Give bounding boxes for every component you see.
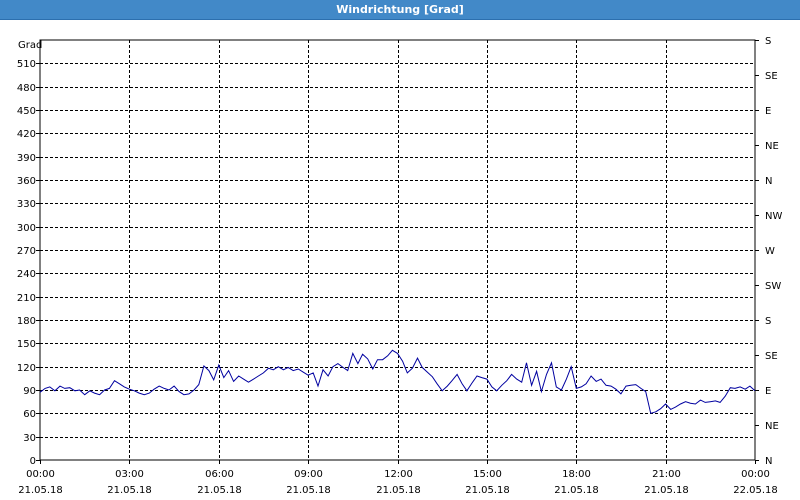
y-tick-label: 180: [17, 316, 36, 327]
x-tick-date: 21.05.18: [197, 485, 242, 496]
y-tick-label: 450: [17, 106, 36, 117]
y-tick-label: 210: [17, 293, 36, 304]
x-axis-ticks: 00:00 21.05.18 03:00 21.05.18 06:00 21.05.18 0…: [18, 460, 778, 496]
x-tick-date: 21.05.18: [18, 485, 63, 496]
y-tick-label: 120: [17, 363, 36, 374]
y-tick-label: 60: [23, 409, 36, 420]
y-tick-label: 240: [17, 269, 36, 280]
y2-tick-label: SE: [765, 71, 778, 82]
x-tick-date: 21.05.18: [465, 485, 510, 496]
x-tick-date: 21.05.18: [376, 485, 421, 496]
y-axis-label: Grad: [18, 40, 42, 51]
x-tick-time: 09:00: [294, 469, 323, 480]
y2-tick-label: E: [765, 106, 771, 117]
y2-tick-label: S: [765, 36, 771, 47]
wind-direction-chart: Grad 0 30 60 90 120 150 180 210 240 270 300 330 360 3…: [17, 36, 783, 496]
y-axis-ticks: 0 30 60 90 120 150 180 210 240 270 300 330 360 390 420…: [17, 59, 40, 467]
x-tick-time: 00:00: [26, 469, 55, 480]
y-tick-label: 150: [17, 339, 36, 350]
y-tick-label: 510: [17, 59, 36, 70]
x-tick-date: 21.05.18: [644, 485, 689, 496]
y2-tick-label: NW: [765, 211, 782, 222]
y2-tick-label: W: [765, 246, 775, 257]
y-tick-label: 30: [23, 433, 36, 444]
y-tick-label: 420: [17, 129, 36, 140]
y2-tick-label: SE: [765, 351, 778, 362]
x-tick-time: 12:00: [384, 469, 413, 480]
window-titlebar: Windrichtung [Grad]: [0, 0, 800, 20]
x-tick-time: 15:00: [473, 469, 502, 480]
y2-tick-label: S: [765, 316, 771, 327]
y2-tick-label: NE: [765, 141, 779, 152]
x-tick-date: 21.05.18: [107, 485, 152, 496]
y-tick-label: 330: [17, 199, 36, 210]
y-tick-label: 90: [23, 386, 36, 397]
y-tick-label: 270: [17, 246, 36, 257]
y-tick-label: 0: [30, 456, 36, 467]
y-tick-label: 360: [17, 176, 36, 187]
x-tick-date: 21.05.18: [554, 485, 599, 496]
y2-tick-label: N: [765, 176, 772, 187]
wind-direction-line: [39, 349, 756, 414]
y2-tick-label: SW: [765, 281, 781, 292]
window-title: Windrichtung [Grad]: [336, 3, 464, 16]
y2-tick-label: N: [765, 456, 772, 467]
x-tick-date: 22.05.18: [733, 485, 778, 496]
x-tick-time: 06:00: [205, 469, 234, 480]
x-tick-time: 00:00: [741, 469, 770, 480]
y-tick-label: 480: [17, 83, 36, 94]
y-tick-label: 390: [17, 153, 36, 164]
y2-axis-ticks: N NE E SE S SW W NW N NE E SE S: [755, 36, 782, 467]
y2-tick-label: NE: [765, 421, 779, 432]
chart-grid: [40, 40, 755, 460]
x-tick-time: 21:00: [652, 469, 681, 480]
x-tick-time: 18:00: [562, 469, 591, 480]
x-tick-date: 21.05.18: [286, 485, 331, 496]
x-tick-time: 03:00: [115, 469, 144, 480]
y2-tick-label: E: [765, 386, 771, 397]
y-tick-label: 300: [17, 223, 36, 234]
